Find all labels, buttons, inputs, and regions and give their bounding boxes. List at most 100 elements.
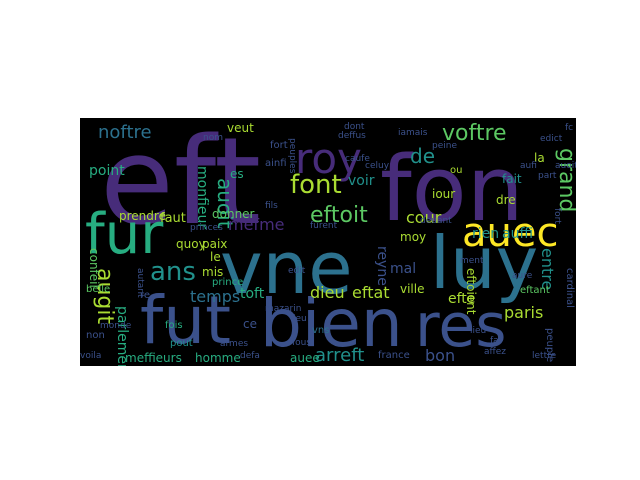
cloud-word: le (210, 250, 221, 264)
cloud-word: edict (540, 134, 563, 144)
cloud-word: aufi (520, 161, 537, 171)
cloud-word: moy (400, 230, 426, 244)
cloud-word: defa (240, 351, 260, 361)
cloud-word: mis (202, 265, 223, 279)
cloud-word: mal (390, 261, 416, 277)
cloud-word: eftat (352, 283, 390, 302)
cloud-word: luy (430, 221, 538, 305)
cloud-word: princes (190, 223, 223, 233)
cloud-word: fur (85, 202, 164, 267)
cloud-word: aure (512, 271, 533, 281)
cloud-word: auffi (502, 226, 533, 242)
cloud-word: lettre (532, 351, 557, 361)
cloud-word: eft (100, 118, 261, 252)
cloud-word: confeil (87, 248, 101, 288)
cloud-word: auoit (213, 178, 237, 229)
cloud-word: belle (86, 284, 110, 295)
cloud-word: fait (502, 172, 522, 186)
cloud-word: fous (292, 338, 311, 348)
cloud-word: monfieur (194, 166, 210, 229)
cloud-word: entre (538, 248, 557, 290)
cloud-word: ou (450, 165, 462, 176)
cloud-word: arreft (315, 345, 364, 366)
cloud-word: auee (290, 351, 320, 365)
cloud-word: vne (220, 226, 353, 310)
cloud-word: parlement (114, 306, 130, 366)
cloud-word: eftoient (464, 268, 478, 315)
cloud-word: fils (265, 201, 278, 211)
cloud-word: point (89, 163, 125, 179)
cloud-word: edit (288, 266, 306, 276)
cloud-word: voftre (442, 121, 507, 146)
cloud-word: fort (270, 140, 288, 151)
cloud-word: auoit (555, 161, 576, 171)
cloud-word: dieu (310, 283, 345, 302)
cloud-word: reyne (374, 246, 390, 286)
cloud-word: autant (135, 268, 145, 298)
cloud-word: fort (552, 208, 562, 224)
cloud-word: homme (195, 351, 241, 365)
cloud-word: bon (425, 346, 455, 365)
cloud-word: meffieurs (125, 351, 182, 365)
cloud-word: armes (220, 339, 248, 349)
cloud-word: pout (170, 338, 193, 349)
cloud-word: peine (432, 141, 457, 151)
cloud-word: donner (212, 207, 255, 221)
cloud-word: ce (243, 317, 257, 331)
cloud-word: efte (448, 291, 475, 307)
cloud-word: leu (293, 314, 307, 324)
cloud-word: augit (92, 268, 117, 325)
cloud-word: deffus (338, 131, 366, 141)
cloud-word: voir (348, 173, 375, 189)
cloud-word: ainfi (265, 158, 287, 169)
cloud-word: fois (165, 320, 183, 331)
cloud-word: ville (400, 282, 425, 296)
cloud-word: res (415, 291, 507, 361)
cloud-word: temps (190, 287, 240, 306)
cloud-word: affez (484, 347, 506, 357)
cloud-word: cardinal (564, 268, 575, 308)
cloud-word: ans (150, 257, 196, 287)
cloud-word: iour (432, 187, 455, 201)
cloud-word: ment (460, 256, 484, 266)
cloud-word: mazarin (265, 304, 301, 314)
cloud-word: paix (202, 237, 227, 251)
cloud-word: quoy (176, 237, 206, 251)
wordcloud-image: eft fon vne luy fut bien res fur roy auec voftre no… (80, 118, 576, 366)
cloud-word: dont (344, 122, 365, 132)
cloud-word: non (86, 330, 105, 341)
cloud-word: dre (496, 193, 516, 207)
cloud-word: furent (310, 221, 338, 231)
cloud-word: fon (380, 137, 524, 242)
cloud-word: veut (227, 121, 254, 135)
cloud-word: peuple (544, 328, 555, 362)
cloud-word: fai (490, 336, 501, 346)
cloud-word: noftre (98, 122, 152, 143)
cloud-word: part (538, 171, 557, 181)
cloud-word: faut (160, 211, 186, 226)
cloud-word: mefme (228, 215, 285, 234)
cloud-word: grand (554, 148, 576, 212)
cloud-word: peuples (287, 138, 297, 174)
cloud-word: vns (312, 325, 329, 336)
cloud-word: cour (406, 208, 442, 227)
cloud-word: france (378, 350, 410, 361)
cloud-word: paris (504, 303, 543, 322)
cloud-word: de (410, 144, 435, 168)
cloud-word: auec (462, 210, 558, 256)
cloud-word: la (534, 151, 545, 165)
cloud-word: re (140, 290, 150, 301)
cloud-word: roy (295, 134, 362, 183)
cloud-word: caufe (345, 154, 370, 164)
cloud-word: monde (100, 321, 132, 331)
cloud-word: iamais (398, 128, 428, 138)
cloud-word: font (290, 170, 342, 200)
cloud-word: voila (80, 351, 101, 361)
cloud-word: bien (260, 285, 403, 362)
cloud-word: fc (565, 123, 573, 133)
cloud-word: rien (472, 226, 499, 242)
cloud-word: deuant (420, 216, 452, 226)
cloud-word: prince (212, 277, 243, 288)
cloud-word: celuy (365, 161, 390, 171)
